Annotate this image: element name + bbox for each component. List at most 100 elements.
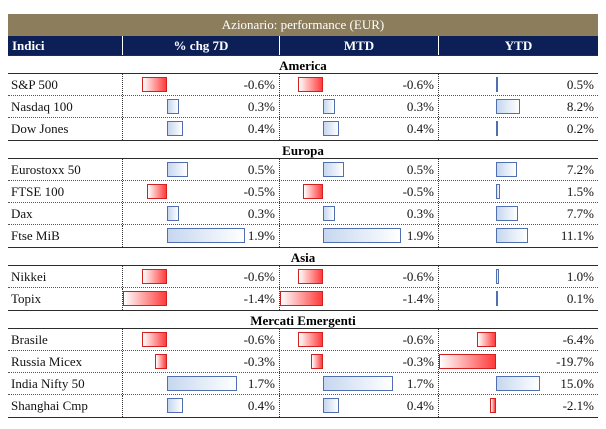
value-mtd: 0.3% <box>406 206 434 221</box>
cell-ytd: 0.2% <box>439 118 598 140</box>
table-row: Dow Jones 0.4% 0.4% 0.2% <box>8 118 598 140</box>
index-name: Nikkei <box>8 266 123 287</box>
value-ytd: -19.7% <box>556 354 594 369</box>
table-row: S&P 500 -0.6% -0.6% 0.5% <box>8 74 598 96</box>
index-name: Topix <box>8 288 123 310</box>
cell-ytd: 7.7% <box>439 203 598 224</box>
bar-mtd <box>323 398 340 413</box>
value-mtd: 0.5% <box>406 162 434 177</box>
index-name: Ftse MiB <box>8 225 123 247</box>
table-row: Shanghai Cmp 0.4% 0.4% -2.1% <box>8 395 598 417</box>
value-chg-7d: 0.4% <box>247 398 275 413</box>
bar-chg-7d <box>167 398 184 413</box>
table-row: Nikkei -0.6% -0.6% 1.0% <box>8 266 598 288</box>
value-ytd: 8.2% <box>566 99 594 114</box>
cell-chg-7d: 1.9% <box>123 225 280 247</box>
performance-table: Azionario: performance (EUR) Indici % ch… <box>8 14 598 418</box>
region-header: Asia <box>8 247 598 266</box>
value-ytd: 1.5% <box>566 184 594 199</box>
table-header: Indici % chg 7D MTD YTD <box>8 36 598 55</box>
cell-mtd: 0.3% <box>280 203 439 224</box>
value-mtd: -0.6% <box>402 77 434 92</box>
bar-mtd <box>298 269 323 284</box>
table-row: Eurostoxx 50 0.5% 0.5% 7.2% <box>8 159 598 181</box>
bar-ytd <box>496 77 498 92</box>
table-row: Russia Micex -0.3% -0.3% -19.7% <box>8 351 598 373</box>
value-chg-7d: -0.6% <box>243 332 275 347</box>
index-name: FTSE 100 <box>8 181 123 202</box>
cell-ytd: 7.2% <box>439 159 598 180</box>
bar-ytd <box>496 162 517 177</box>
header-ytd: YTD <box>504 38 533 53</box>
value-chg-7d: 0.5% <box>247 162 275 177</box>
bar-ytd <box>496 291 498 306</box>
cell-chg-7d: 0.4% <box>123 395 280 417</box>
cell-ytd: 15.0% <box>439 373 598 394</box>
bar-ytd <box>477 332 496 347</box>
bar-ytd <box>496 99 520 114</box>
cell-ytd: -2.1% <box>439 395 598 417</box>
bar-mtd <box>298 77 323 92</box>
bar-chg-7d <box>167 228 245 243</box>
index-name: Shanghai Cmp <box>8 395 123 417</box>
index-name: Eurostoxx 50 <box>8 159 123 180</box>
value-chg-7d: 0.4% <box>247 121 275 136</box>
table-row: Nasdaq 100 0.3% 0.3% 8.2% <box>8 96 598 118</box>
bar-mtd <box>323 228 401 243</box>
bar-mtd <box>280 291 323 306</box>
value-chg-7d: 0.3% <box>247 99 275 114</box>
bar-ytd <box>496 184 501 199</box>
table-title: Azionario: performance (EUR) <box>8 14 598 36</box>
cell-mtd: -0.6% <box>280 74 439 95</box>
value-chg-7d: 1.9% <box>247 228 275 243</box>
table-row: Topix -1.4% -1.4% 0.1% <box>8 288 598 310</box>
cell-chg-7d: 0.3% <box>123 203 280 224</box>
cell-chg-7d: -1.4% <box>123 288 280 310</box>
header-chg-7d: % chg 7D <box>123 36 280 55</box>
bar-chg-7d <box>167 376 237 391</box>
cell-ytd: -6.4% <box>439 329 598 350</box>
bar-ytd <box>439 354 496 369</box>
cell-chg-7d: -0.6% <box>123 329 280 350</box>
bar-mtd <box>323 162 344 177</box>
cell-mtd: -0.3% <box>280 351 439 372</box>
value-chg-7d: -0.5% <box>243 184 275 199</box>
cell-mtd: -0.6% <box>280 329 439 350</box>
cell-chg-7d: 1.7% <box>123 373 280 394</box>
bar-ytd <box>489 398 496 413</box>
cell-mtd: -1.4% <box>280 288 439 310</box>
cell-ytd: 0.1% <box>439 288 598 310</box>
bar-mtd <box>323 121 340 136</box>
bar-ytd <box>496 269 499 284</box>
cell-chg-7d: -0.6% <box>123 266 280 287</box>
bar-mtd <box>302 184 323 199</box>
cell-mtd: 0.5% <box>280 159 439 180</box>
table-row: Ftse MiB 1.9% 1.9% 11.1% <box>8 225 598 247</box>
value-mtd: -0.5% <box>402 184 434 199</box>
index-name: Dow Jones <box>8 118 123 140</box>
cell-mtd: 0.4% <box>280 395 439 417</box>
value-ytd: 7.2% <box>566 162 594 177</box>
value-mtd: 0.4% <box>406 398 434 413</box>
bar-chg-7d <box>123 291 167 306</box>
value-mtd: -0.3% <box>402 354 434 369</box>
value-mtd: 0.3% <box>406 99 434 114</box>
value-ytd: 0.5% <box>566 77 594 92</box>
value-ytd: 11.1% <box>560 228 594 243</box>
value-mtd: -1.4% <box>402 291 434 306</box>
table-bottom-rule <box>8 417 598 418</box>
value-mtd: -0.6% <box>402 269 434 284</box>
cell-mtd: 0.4% <box>280 118 439 140</box>
value-ytd: 0.1% <box>566 291 594 306</box>
value-chg-7d: 0.3% <box>247 206 275 221</box>
index-name: Russia Micex <box>8 351 123 372</box>
index-name: Dax <box>8 203 123 224</box>
value-mtd: 1.9% <box>406 228 434 243</box>
value-chg-7d: -0.3% <box>243 354 275 369</box>
value-mtd: 1.7% <box>406 376 434 391</box>
bar-chg-7d <box>146 184 167 199</box>
bar-chg-7d <box>142 77 167 92</box>
value-ytd: 1.0% <box>566 269 594 284</box>
table-row: Dax 0.3% 0.3% 7.7% <box>8 203 598 225</box>
index-name: India Nifty 50 <box>8 373 123 394</box>
